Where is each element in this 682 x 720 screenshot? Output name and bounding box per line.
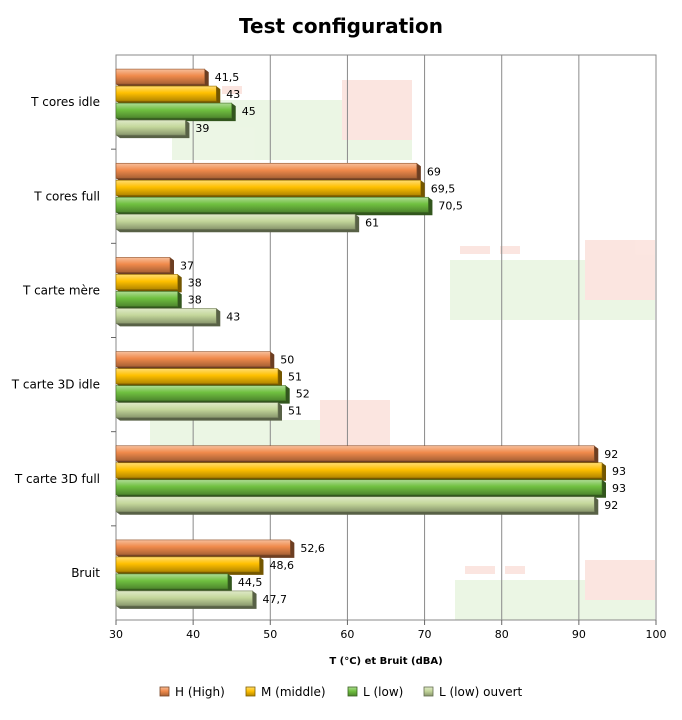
legend-swatch bbox=[159, 686, 170, 697]
bar bbox=[115, 162, 418, 179]
legend: H (High) M (middle) L (low) L (low) ouvert bbox=[159, 685, 523, 699]
data-label: 43 bbox=[226, 88, 240, 101]
data-label: 39 bbox=[195, 122, 209, 135]
data-label: 51 bbox=[288, 405, 302, 418]
x-tick-labels: 30 40 50 60 70 80 90 100 bbox=[109, 628, 667, 641]
bar bbox=[115, 196, 429, 213]
bar bbox=[115, 213, 356, 230]
data-label: 38 bbox=[188, 276, 202, 289]
x-tick-label: 70 bbox=[418, 628, 432, 641]
legend-item: M (middle) bbox=[245, 685, 326, 699]
data-label: 93 bbox=[612, 482, 626, 495]
category-label: Bruit bbox=[71, 566, 100, 580]
x-tick-label: 50 bbox=[263, 628, 277, 641]
watermark-logo bbox=[455, 560, 655, 620]
x-tick-label: 90 bbox=[572, 628, 586, 641]
x-tick-label: 100 bbox=[646, 628, 667, 641]
bar bbox=[115, 257, 171, 273]
data-label: 52,6 bbox=[300, 542, 325, 555]
legend-item: L (low) ouvert bbox=[423, 685, 523, 699]
legend-label: L (low) bbox=[363, 685, 403, 699]
category-label: T carte mère bbox=[22, 283, 100, 297]
x-axis-label: T (°C) et Bruit (dBA) bbox=[329, 656, 442, 667]
category-label: T carte 3D full bbox=[14, 472, 100, 486]
data-label: 37 bbox=[180, 259, 194, 272]
bar bbox=[115, 291, 179, 307]
category-label: T carte 3D idle bbox=[11, 378, 100, 392]
x-tick-label: 60 bbox=[340, 628, 354, 641]
data-label: 50 bbox=[280, 354, 294, 367]
value-labels: 41,54345396969,570,561373838435051525192… bbox=[180, 71, 626, 606]
data-label: 47,7 bbox=[263, 593, 288, 606]
grid bbox=[111, 54, 657, 625]
bar bbox=[115, 274, 179, 290]
bar bbox=[115, 351, 271, 367]
legend-swatch bbox=[347, 686, 358, 697]
data-label: 92 bbox=[604, 499, 618, 512]
data-label: 41,5 bbox=[215, 71, 240, 84]
data-label: 51 bbox=[288, 371, 302, 384]
watermark-logo bbox=[172, 80, 412, 160]
x-tick-label: 80 bbox=[495, 628, 509, 641]
category-label: T cores full bbox=[33, 189, 100, 203]
data-label: 69,5 bbox=[431, 182, 456, 195]
x-tick-label: 40 bbox=[186, 628, 200, 641]
x-tick-label: 30 bbox=[109, 628, 123, 641]
bar bbox=[115, 119, 186, 136]
bar bbox=[115, 539, 291, 556]
chart-title: Test configuration bbox=[239, 14, 443, 38]
category-label: T cores idle bbox=[30, 95, 100, 109]
bar bbox=[115, 445, 595, 462]
data-label: 70,5 bbox=[438, 199, 463, 212]
watermark-logo bbox=[450, 240, 655, 320]
bar bbox=[115, 462, 603, 479]
data-label: 44,5 bbox=[238, 576, 263, 589]
bar bbox=[115, 402, 279, 418]
legend-item: L (low) bbox=[347, 685, 403, 699]
bar bbox=[115, 479, 603, 496]
bar bbox=[115, 496, 595, 513]
bar bbox=[115, 308, 217, 324]
bar bbox=[115, 68, 206, 85]
data-label: 52 bbox=[296, 388, 310, 401]
bar bbox=[115, 368, 279, 384]
bar bbox=[115, 385, 287, 401]
bar bbox=[115, 102, 233, 119]
category-labels: T cores idle T cores full T carte mère T ca… bbox=[11, 95, 101, 580]
legend-label: M (middle) bbox=[261, 685, 326, 699]
data-label: 69 bbox=[427, 165, 441, 178]
bar bbox=[115, 573, 229, 590]
bar bbox=[115, 85, 217, 102]
data-label: 48,6 bbox=[269, 559, 294, 572]
legend-item: H (High) bbox=[159, 685, 225, 699]
bar bbox=[115, 556, 260, 573]
bar bbox=[115, 590, 253, 607]
legend-swatch bbox=[245, 686, 256, 697]
bar bbox=[115, 179, 422, 196]
legend-label: L (low) ouvert bbox=[439, 685, 523, 699]
data-label: 45 bbox=[242, 105, 256, 118]
data-label: 38 bbox=[188, 293, 202, 306]
data-label: 92 bbox=[604, 448, 618, 461]
bars bbox=[115, 68, 606, 609]
legend-label: H (High) bbox=[175, 685, 225, 699]
data-label: 61 bbox=[365, 216, 379, 229]
data-label: 43 bbox=[226, 310, 240, 323]
legend-swatch bbox=[423, 686, 434, 697]
data-label: 93 bbox=[612, 465, 626, 478]
